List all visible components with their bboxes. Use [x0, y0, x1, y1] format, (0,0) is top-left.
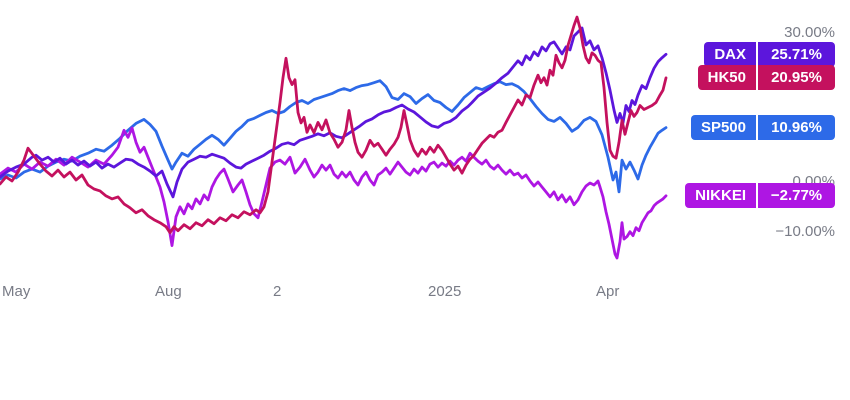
series-line-dax[interactable]	[0, 26, 668, 199]
series-name-badge: SP500	[690, 115, 756, 140]
series-line-nikkei[interactable]	[0, 126, 668, 260]
series-label-row-nikkei[interactable]: NIKKEI −2.77%	[685, 183, 835, 208]
series-name-badge: DAX	[704, 42, 756, 67]
y-axis-label: −10.00%	[775, 223, 835, 240]
series-line-hk50[interactable]	[0, 15, 668, 235]
series-label-row-sp500[interactable]: SP500 10.96%	[690, 115, 835, 140]
series-value-badge: −2.77%	[758, 183, 835, 208]
x-axis-label: Apr	[596, 283, 620, 300]
price-chart-canvas[interactable]	[0, 0, 680, 312]
series-name-badge: NIKKEI	[685, 183, 756, 208]
series-name-badge: HK50	[697, 65, 756, 90]
series-value-badge: 20.95%	[758, 65, 835, 90]
series-value-badge: 10.96%	[758, 115, 835, 140]
x-axis-label: Aug	[155, 283, 182, 300]
series-line-sp500[interactable]	[0, 79, 668, 194]
x-axis-label: 2	[273, 283, 282, 300]
series-label-row-hk50[interactable]: HK50 20.95%	[697, 65, 835, 90]
series-label-row-dax[interactable]: DAX 25.71%	[704, 42, 835, 67]
x-axis-label: 2025	[428, 283, 462, 300]
series-value-badge: 25.71%	[758, 42, 835, 67]
x-axis-label: May	[2, 283, 31, 300]
y-axis-label: 30.00%	[784, 24, 835, 41]
